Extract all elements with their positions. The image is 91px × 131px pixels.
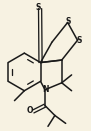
Text: N: N [42,85,48,94]
Text: S: S [66,17,71,26]
Text: S: S [35,3,41,12]
Text: S: S [77,36,82,45]
Text: O: O [27,106,33,115]
